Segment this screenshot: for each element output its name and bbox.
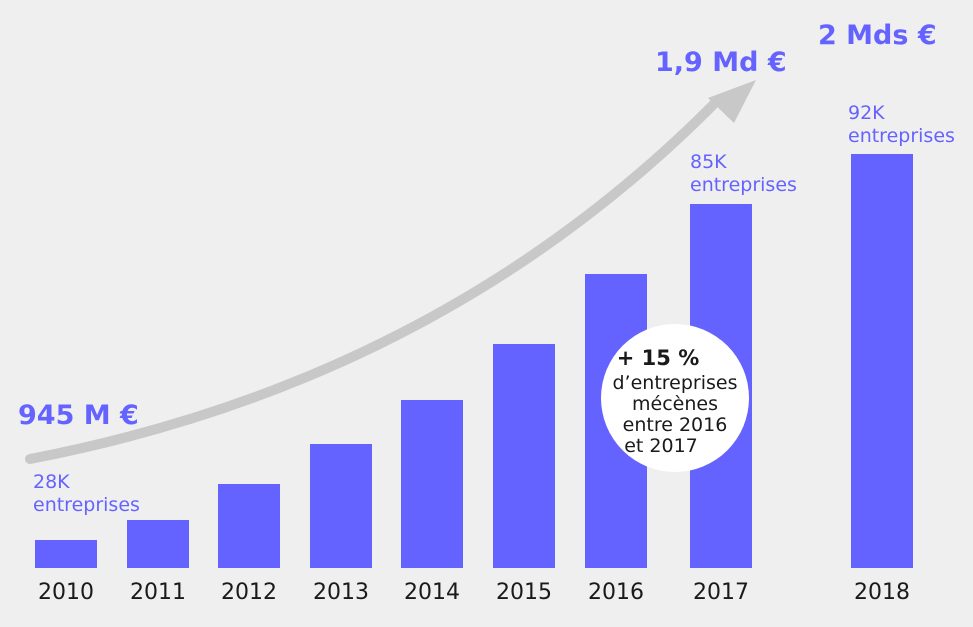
amount-label-2010: 945 M €	[18, 400, 139, 431]
bar-2014	[401, 400, 463, 568]
annotation-line-3: entre 2016	[623, 414, 728, 436]
company-count-2017-line-2: entreprises	[690, 174, 797, 196]
year-label-2011: 2011	[130, 580, 186, 605]
annotation-headline: + 15 %	[617, 346, 699, 370]
company-count-2010-line-2: entreprises	[33, 494, 140, 516]
year-label-2015: 2015	[496, 580, 552, 605]
bar-2015	[493, 344, 555, 568]
trend-arrow	[25, 98, 720, 464]
bar-2010	[35, 540, 97, 568]
amount-label-2018: 2 Mds €	[818, 20, 937, 51]
trend-arrow-head	[708, 80, 756, 123]
annotation-circle	[601, 324, 749, 472]
company-count-labels: 28Kentreprises85Kentreprises92Kentrepris…	[33, 102, 955, 516]
year-label-2016: 2016	[588, 580, 644, 605]
bar-2013	[310, 444, 372, 568]
annotation-bubble: + 15 % d’entreprises mécènes entre 2016 …	[601, 324, 749, 472]
amount-label-2017: 1,9 Md €	[655, 47, 787, 78]
year-label-2010: 2010	[38, 580, 94, 605]
company-count-2017-line-1: 85K	[690, 151, 727, 173]
annotation-line-2: mécènes	[632, 393, 718, 415]
company-count-2018-line-1: 92K	[848, 102, 885, 124]
year-label-2013: 2013	[313, 580, 369, 605]
bar-2012	[218, 484, 280, 568]
bar-2018	[851, 154, 913, 568]
year-label-2014: 2014	[404, 580, 460, 605]
year-label-2017: 2017	[693, 580, 749, 605]
company-count-2018-line-2: entreprises	[848, 125, 955, 147]
annotation-line-4: et 2017	[624, 435, 698, 457]
annotation-line-1: d’entreprises	[612, 372, 737, 394]
year-labels: 2010 2011 2012 2013 2014 2015 2016 2017 2018	[38, 580, 910, 605]
year-label-2012: 2012	[221, 580, 277, 605]
company-count-2010-line-1: 28K	[33, 471, 70, 493]
bar-2011	[127, 520, 189, 568]
year-label-2018: 2018	[854, 580, 910, 605]
